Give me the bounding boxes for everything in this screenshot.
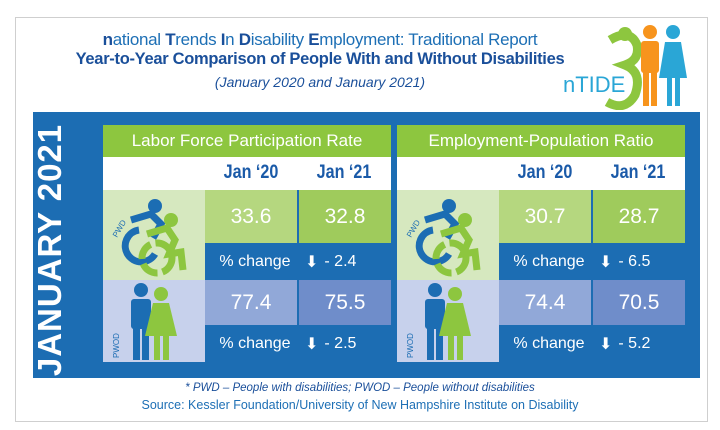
side-label: JANUARY 2021: [31, 123, 68, 377]
source: Source: Kessler Foundation/University of…: [141, 398, 579, 412]
pwd-change-row: % change ⬇ - 6.5: [499, 243, 685, 280]
pwod-jan20-value: 77.4: [205, 280, 297, 325]
pwd-jan21-value: 32.8: [299, 190, 391, 243]
change-label: % change: [513, 252, 585, 270]
panel-title: Employment-Population Ratio: [397, 125, 685, 157]
column-header-jan20: Jan ‘20: [517, 162, 573, 183]
pwod-change-value: - 5.2: [618, 334, 651, 352]
column-header-jan21: Jan ‘21: [316, 162, 372, 183]
pwod-jan21-value: 70.5: [593, 280, 685, 325]
column-header-jan20: Jan ‘20: [223, 162, 279, 183]
footnote: * PWD – People with disabilities; PWOD –…: [185, 382, 535, 394]
change-label: % change: [219, 252, 291, 270]
wheelchair-icon: PWD: [405, 199, 481, 277]
pwod-group: PWOD: [103, 280, 205, 362]
pwd-change-value: - 6.5: [618, 252, 651, 270]
column-headers: Jan ‘20 Jan ‘21: [397, 157, 685, 190]
pwd-jan21-value: 28.7: [593, 190, 685, 243]
people-icon: PWOD: [406, 283, 471, 360]
ntide-logo: nTIDE: [563, 25, 687, 110]
change-label: % change: [219, 334, 291, 352]
column-headers: Jan ‘20 Jan ‘21: [103, 157, 391, 190]
arrow-down-icon: ⬇: [599, 253, 613, 271]
pwd-change-value: - 2.4: [324, 252, 357, 270]
pwd-group: PWD: [103, 190, 205, 280]
pwd-group: PWD: [397, 190, 499, 280]
pwod-change-row: % change ⬇ - 5.2: [499, 325, 685, 362]
arrow-down-icon: ⬇: [305, 335, 319, 353]
pwod-jan21-value: 75.5: [299, 280, 391, 325]
pwod-group: PWOD: [397, 280, 499, 362]
arrow-down-icon: ⬇: [305, 253, 319, 271]
pwd-jan20-value: 33.6: [205, 190, 297, 243]
wheelchair-icon: PWD: [111, 199, 187, 277]
employment-population-panel: Employment-Population Ratio Jan ‘20 Jan …: [397, 125, 685, 365]
date-range: (January 2020 and January 2021): [214, 74, 426, 90]
svg-text:PWOD: PWOD: [406, 333, 415, 358]
svg-text:PWOD: PWOD: [112, 333, 121, 358]
labor-force-panel: Labor Force Participation Rate Jan ‘20 J…: [103, 125, 391, 365]
panel-title: Labor Force Participation Rate: [103, 125, 391, 157]
pwod-jan20-value: 74.4: [499, 280, 591, 325]
column-header-jan21: Jan ‘21: [610, 162, 666, 183]
report-title: national Trends In Disability Employment…: [102, 30, 538, 49]
change-label: % change: [513, 334, 585, 352]
arrow-down-icon: ⬇: [599, 335, 613, 353]
pwd-change-row: % change ⬇ - 2.4: [205, 243, 391, 280]
people-icon: PWOD: [112, 283, 177, 360]
pwd-jan20-value: 30.7: [499, 190, 591, 243]
report-subtitle: Year-to-Year Comparison of People With a…: [75, 50, 565, 68]
pwod-change-value: - 2.5: [324, 334, 357, 352]
pwod-change-row: % change ⬇ - 2.5: [205, 325, 391, 362]
svg-text:nTIDE: nTIDE: [563, 72, 625, 97]
